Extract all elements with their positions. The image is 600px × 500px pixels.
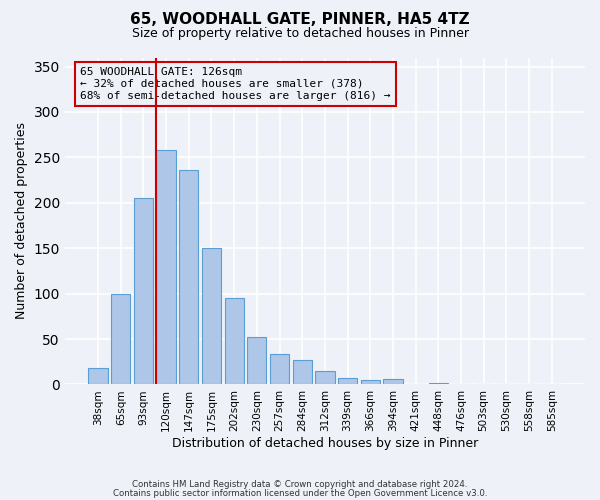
Text: Contains public sector information licensed under the Open Government Licence v3: Contains public sector information licen… (113, 489, 487, 498)
Text: Contains HM Land Registry data © Crown copyright and database right 2024.: Contains HM Land Registry data © Crown c… (132, 480, 468, 489)
Bar (111, 294, 130, 384)
Text: 65 WOODHALL GATE: 126sqm
← 32% of detached houses are smaller (378)
68% of semi-: 65 WOODHALL GATE: 126sqm ← 32% of detach… (80, 68, 391, 100)
Bar (134, 198, 153, 384)
Bar (270, 354, 289, 384)
Bar (315, 371, 335, 384)
Bar (88, 368, 108, 384)
Text: 65, WOODHALL GATE, PINNER, HA5 4TZ: 65, WOODHALL GATE, PINNER, HA5 4TZ (130, 12, 470, 28)
Bar (224, 298, 244, 384)
Bar (179, 170, 199, 384)
Bar (428, 382, 448, 384)
Bar (361, 380, 380, 384)
Bar (383, 379, 403, 384)
Bar (338, 378, 357, 384)
Bar (202, 248, 221, 384)
Bar (157, 150, 176, 384)
X-axis label: Distribution of detached houses by size in Pinner: Distribution of detached houses by size … (172, 437, 478, 450)
Bar (293, 360, 312, 384)
Y-axis label: Number of detached properties: Number of detached properties (15, 122, 28, 320)
Text: Size of property relative to detached houses in Pinner: Size of property relative to detached ho… (131, 28, 469, 40)
Bar (247, 337, 266, 384)
